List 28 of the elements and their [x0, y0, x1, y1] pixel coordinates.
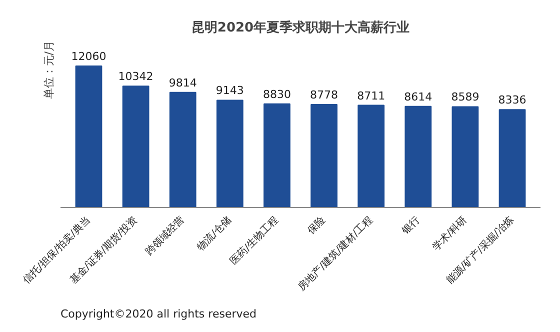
data-label: 9143	[216, 84, 244, 98]
data-label: 8778	[310, 88, 338, 102]
text: Copyright©2020 all rights reserved	[60, 308, 256, 320]
x-tick-label: 学术/科研	[430, 214, 470, 254]
bar	[169, 92, 196, 208]
data-label: 9814	[168, 76, 197, 90]
chart-title: 昆明2020年夏季求职期十大高薪行业	[191, 20, 410, 36]
x-tick-label: 跨领域经营	[142, 214, 187, 258]
data-label: 8336	[498, 94, 526, 107]
bar	[404, 106, 432, 208]
x-tick-label: 银行	[399, 214, 422, 238]
data-label: 12060	[71, 50, 106, 63]
bar	[75, 65, 102, 208]
y-axis-title: 单位：元/月	[42, 40, 56, 100]
data-label: 10342	[118, 70, 154, 84]
data-label: 8711	[357, 89, 386, 102]
x-tick-label: 物流/仓储	[194, 214, 234, 254]
bar	[498, 109, 526, 208]
data-label: 8614	[404, 90, 432, 104]
bar	[310, 104, 338, 208]
data-label: 8830	[262, 88, 291, 101]
bar	[358, 104, 385, 208]
bar	[122, 86, 150, 208]
x-tick-label: 保险	[305, 214, 328, 237]
bar	[452, 106, 479, 208]
bar	[216, 100, 244, 208]
data-label: 8589	[451, 90, 480, 104]
bar	[264, 103, 290, 208]
